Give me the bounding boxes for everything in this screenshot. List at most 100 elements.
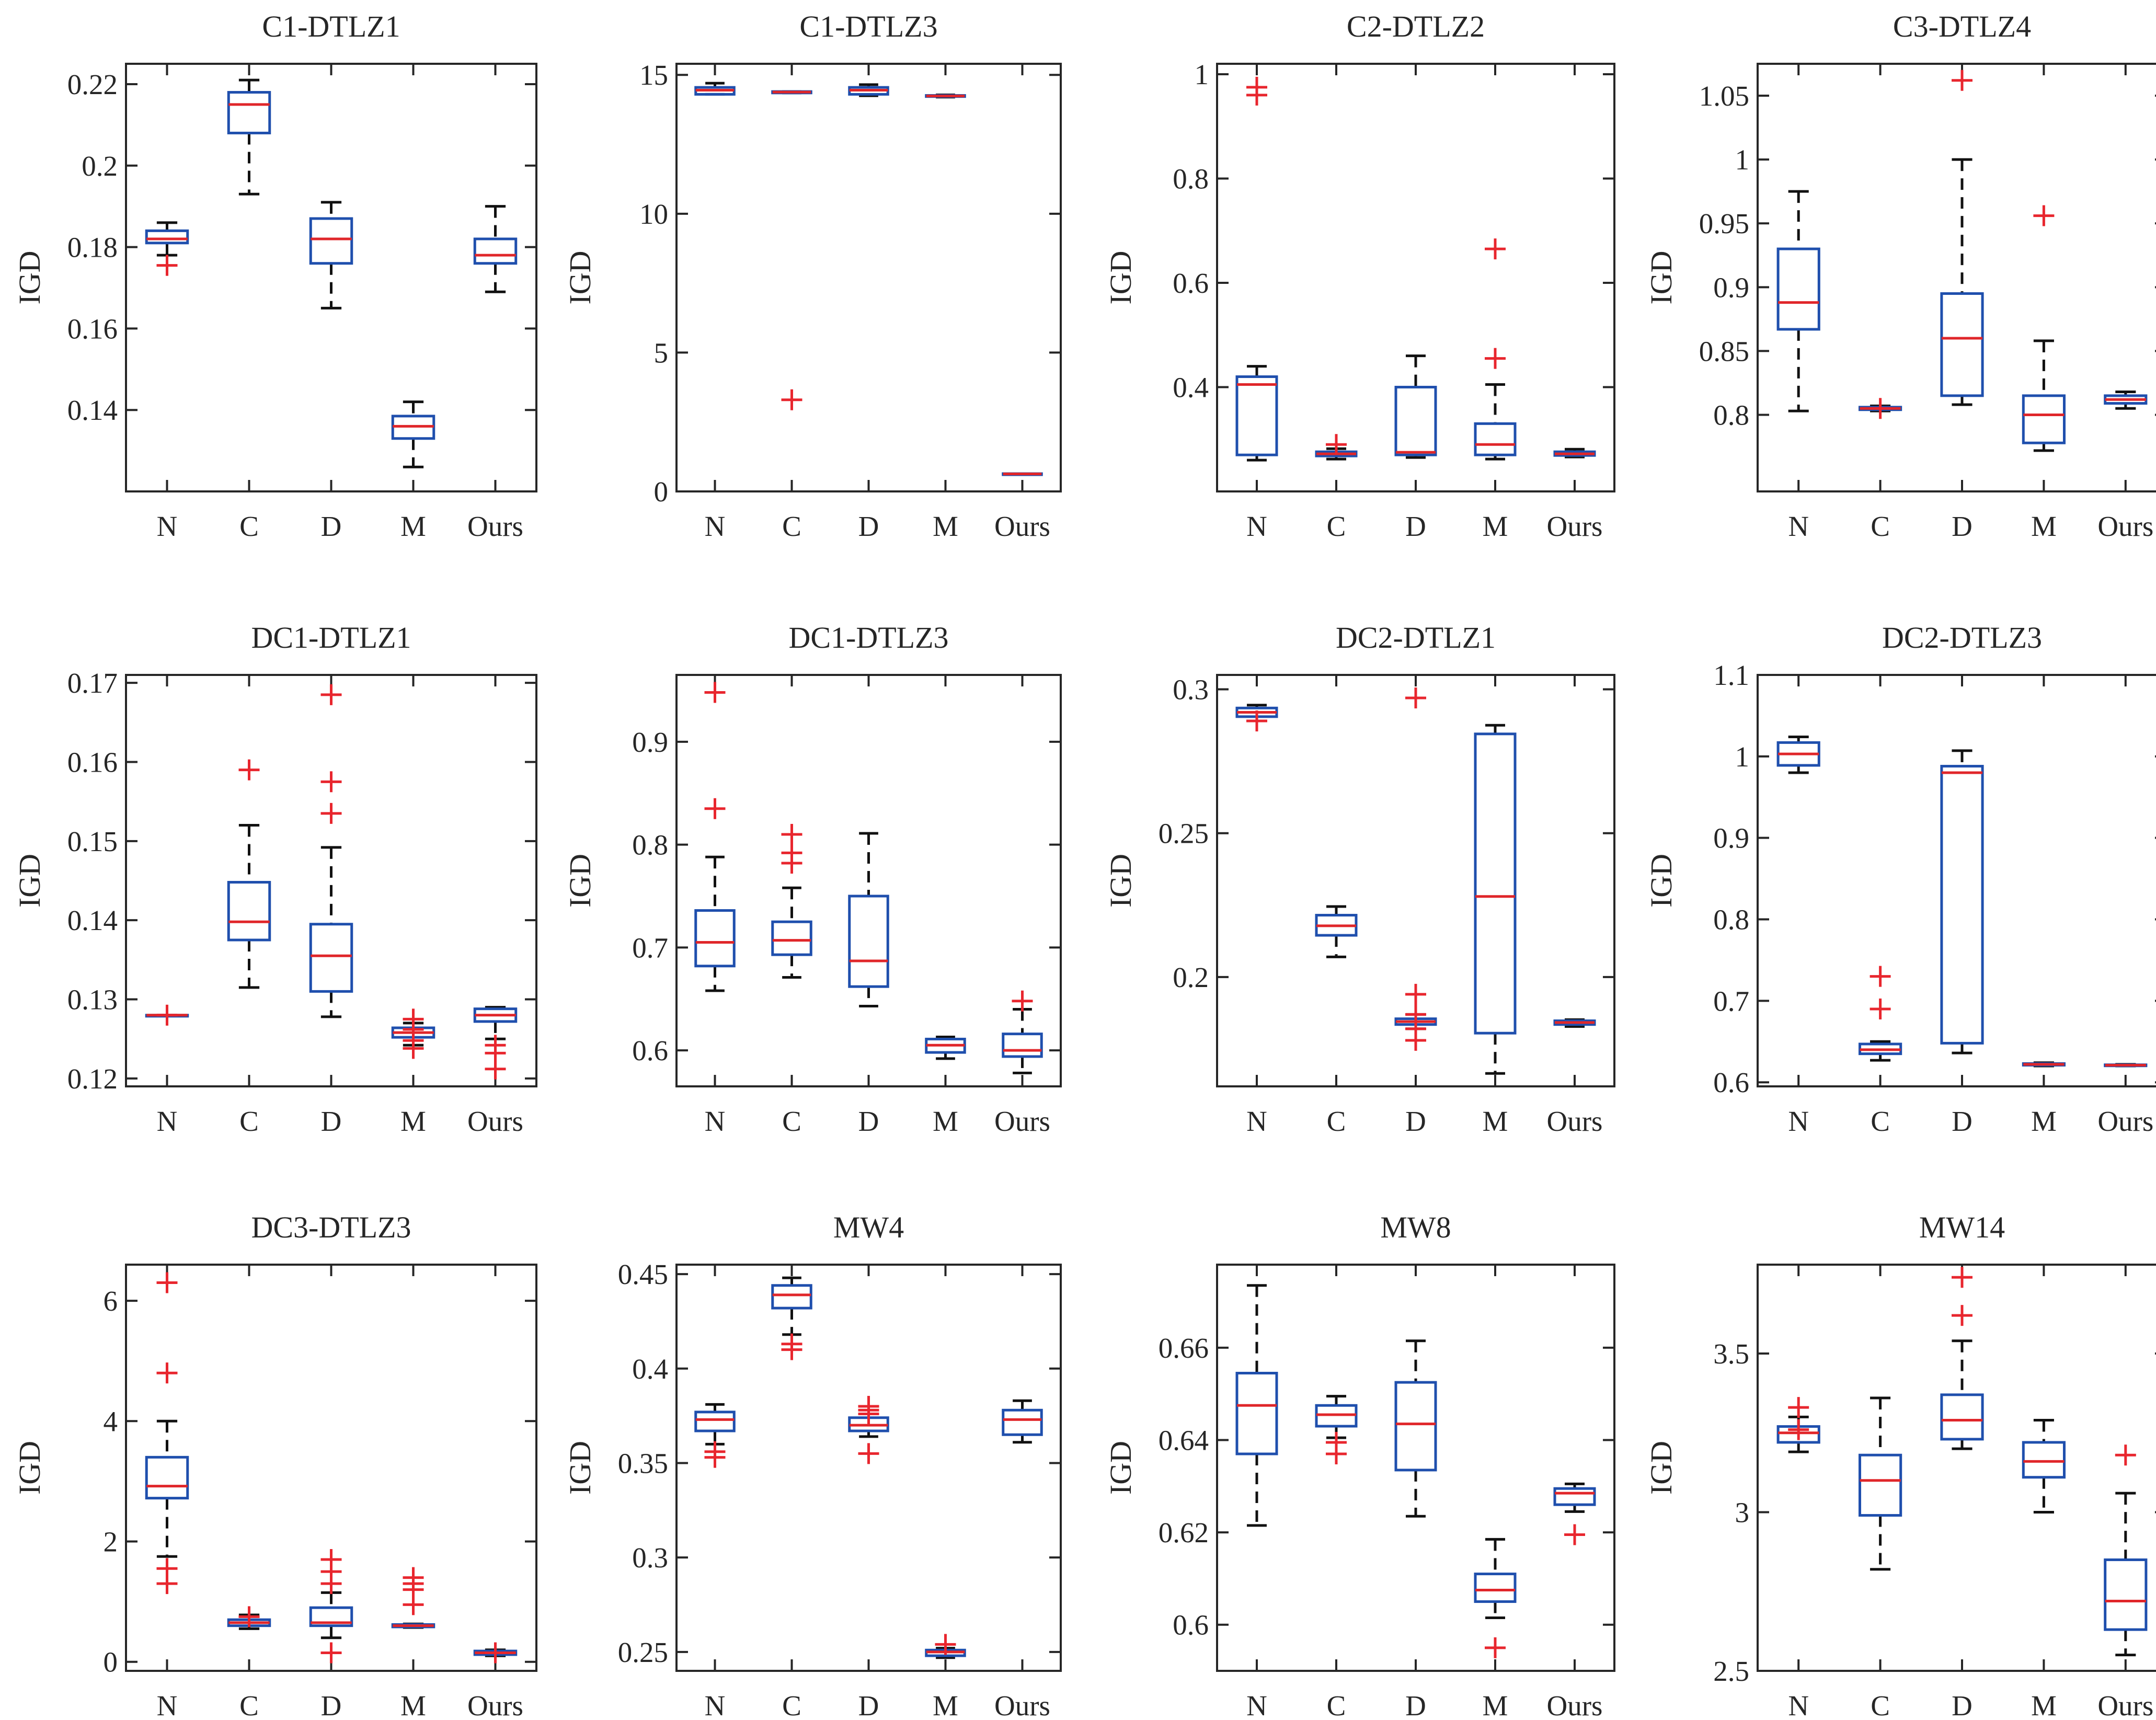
axes-frame <box>125 674 537 1087</box>
outlier-marker <box>781 842 802 864</box>
x-tick-label-ours: Ours <box>994 1690 1050 1720</box>
y-tick-label: 0.6 <box>632 1035 668 1067</box>
boxplot-d <box>1394 354 1437 459</box>
x-tick-label-m: M <box>2031 1690 2057 1720</box>
y-tick-label: 0.6 <box>1173 1609 1209 1641</box>
x-tick-label-m: M <box>933 1690 958 1720</box>
boxplot-c <box>1859 398 1902 419</box>
boxplot-m <box>2022 205 2066 452</box>
boxplot-c <box>771 90 812 410</box>
y-tick-label: 0.62 <box>1159 1517 1209 1549</box>
panel-title: MW8 <box>1380 1210 1451 1244</box>
x-tick-label-d: D <box>858 510 879 542</box>
x-tick-label-n: N <box>1246 1105 1267 1137</box>
y-tick-label: 0.25 <box>1159 818 1209 850</box>
iqr-box <box>1235 1371 1278 1455</box>
y-axis-label: IGD <box>1644 250 1678 304</box>
y-tick-label: 6 <box>104 1285 118 1317</box>
y-axis-label: IGD <box>1644 1441 1678 1495</box>
y-tick-label: 0.14 <box>67 394 118 426</box>
outlier-marker <box>1952 1267 1972 1288</box>
axes-frame <box>675 1264 1062 1672</box>
outlier-marker <box>1405 687 1426 709</box>
boxplot-d <box>1940 749 1984 1054</box>
y-tick-label: 10 <box>639 198 668 230</box>
y-tick-label: 0.9 <box>1713 271 1749 303</box>
iqr-box <box>1940 292 1984 397</box>
x-tick-label-n: N <box>1788 1105 1809 1137</box>
y-axis-label: IGD <box>563 1441 597 1495</box>
panel-dc1-dtlz1: DC1-DTLZ1 IGD 0.12 0.13 0.14 0.15 0.16 0.17 N C D M… <box>13 621 537 1137</box>
outlier-marker <box>1564 1524 1585 1545</box>
outlier-marker <box>1246 76 1267 98</box>
y-tick-label: 0.4 <box>1173 371 1209 403</box>
iqr-box <box>1940 765 1984 1045</box>
panel-title: DC3-DTLZ3 <box>251 1210 411 1244</box>
boxplot-d <box>848 832 889 1008</box>
x-tick-label-n: N <box>157 1690 178 1720</box>
boxplot-c <box>227 1606 271 1630</box>
x-tick-label-ours: Ours <box>2097 510 2153 542</box>
outlier-marker <box>156 255 178 276</box>
x-tick-label-d: D <box>858 1690 879 1720</box>
outlier-marker <box>1326 434 1347 455</box>
iqr-box <box>309 1606 353 1627</box>
x-tick-label-ours: Ours <box>467 510 523 542</box>
axes-frame <box>1216 1264 1615 1672</box>
iqr-box <box>848 895 889 988</box>
outlier-marker <box>781 1333 802 1355</box>
outlier-marker <box>704 1441 726 1462</box>
boxplot-d <box>309 1549 353 1664</box>
y-tick-label: 0.13 <box>67 984 118 1016</box>
y-tick-label: 0.3 <box>632 1542 668 1574</box>
outlier-marker <box>238 1606 260 1627</box>
y-tick-label: 0.22 <box>67 68 118 100</box>
x-tick-label-c: C <box>239 1105 259 1137</box>
y-tick-label: 0.7 <box>632 932 668 964</box>
outlier-marker <box>1405 1004 1426 1025</box>
y-axis-label: IGD <box>13 250 47 304</box>
boxplot-d <box>1940 70 1984 406</box>
panel-title: C1-DTLZ1 <box>262 9 400 43</box>
boxplot-m <box>391 1008 435 1059</box>
axes-frame <box>125 63 537 492</box>
y-tick-label: 1 <box>1195 59 1209 90</box>
outlier-marker <box>781 823 802 845</box>
y-tick-label: 0.18 <box>67 232 118 263</box>
y-tick-label: 0.6 <box>1713 1067 1749 1098</box>
boxplot-n <box>1776 1397 1820 1453</box>
x-tick-label-d: D <box>858 1105 879 1137</box>
outlier-marker <box>1326 1431 1347 1453</box>
outlier-marker <box>1952 1305 1972 1326</box>
boxplot-d <box>1394 687 1437 1051</box>
y-tick-label: 0.64 <box>1159 1425 1209 1457</box>
panel-dc2-dtlz1: DC2-DTLZ1 IGD 0.2 0.25 0.3 N C D M Ours <box>1104 621 1615 1137</box>
x-tick-label-ours: Ours <box>994 510 1050 542</box>
y-tick-label: 3 <box>1735 1496 1750 1528</box>
x-tick-label-n: N <box>705 1105 726 1137</box>
iqr-box <box>1553 1487 1596 1506</box>
outlier-marker <box>485 1035 506 1056</box>
iqr-box <box>1394 1381 1437 1472</box>
y-tick-label: 0.6 <box>1173 267 1209 299</box>
boxplot-n <box>1776 190 1820 412</box>
outlier-marker <box>1485 348 1506 369</box>
iqr-box <box>1474 422 1517 456</box>
x-tick-label-m: M <box>2031 1105 2057 1137</box>
boxplot-ours <box>1002 990 1043 1074</box>
panel-title: DC2-DTLZ1 <box>1336 621 1496 655</box>
boxplot-c <box>1315 905 1358 958</box>
y-tick-label: 0.2 <box>1173 961 1209 993</box>
outlier-marker <box>858 1443 879 1464</box>
y-tick-label: 0.35 <box>618 1447 668 1479</box>
iqr-box <box>1859 1453 1902 1517</box>
x-tick-label-ours: Ours <box>1547 1690 1603 1720</box>
iqr-box <box>694 1411 736 1432</box>
y-tick-label: 2 <box>104 1526 118 1558</box>
iqr-box <box>2104 1558 2148 1631</box>
y-tick-label: 0.2 <box>82 150 118 182</box>
boxplot-ours <box>473 1006 518 1080</box>
iqr-box <box>227 881 271 942</box>
y-tick-label: 0 <box>104 1646 118 1678</box>
